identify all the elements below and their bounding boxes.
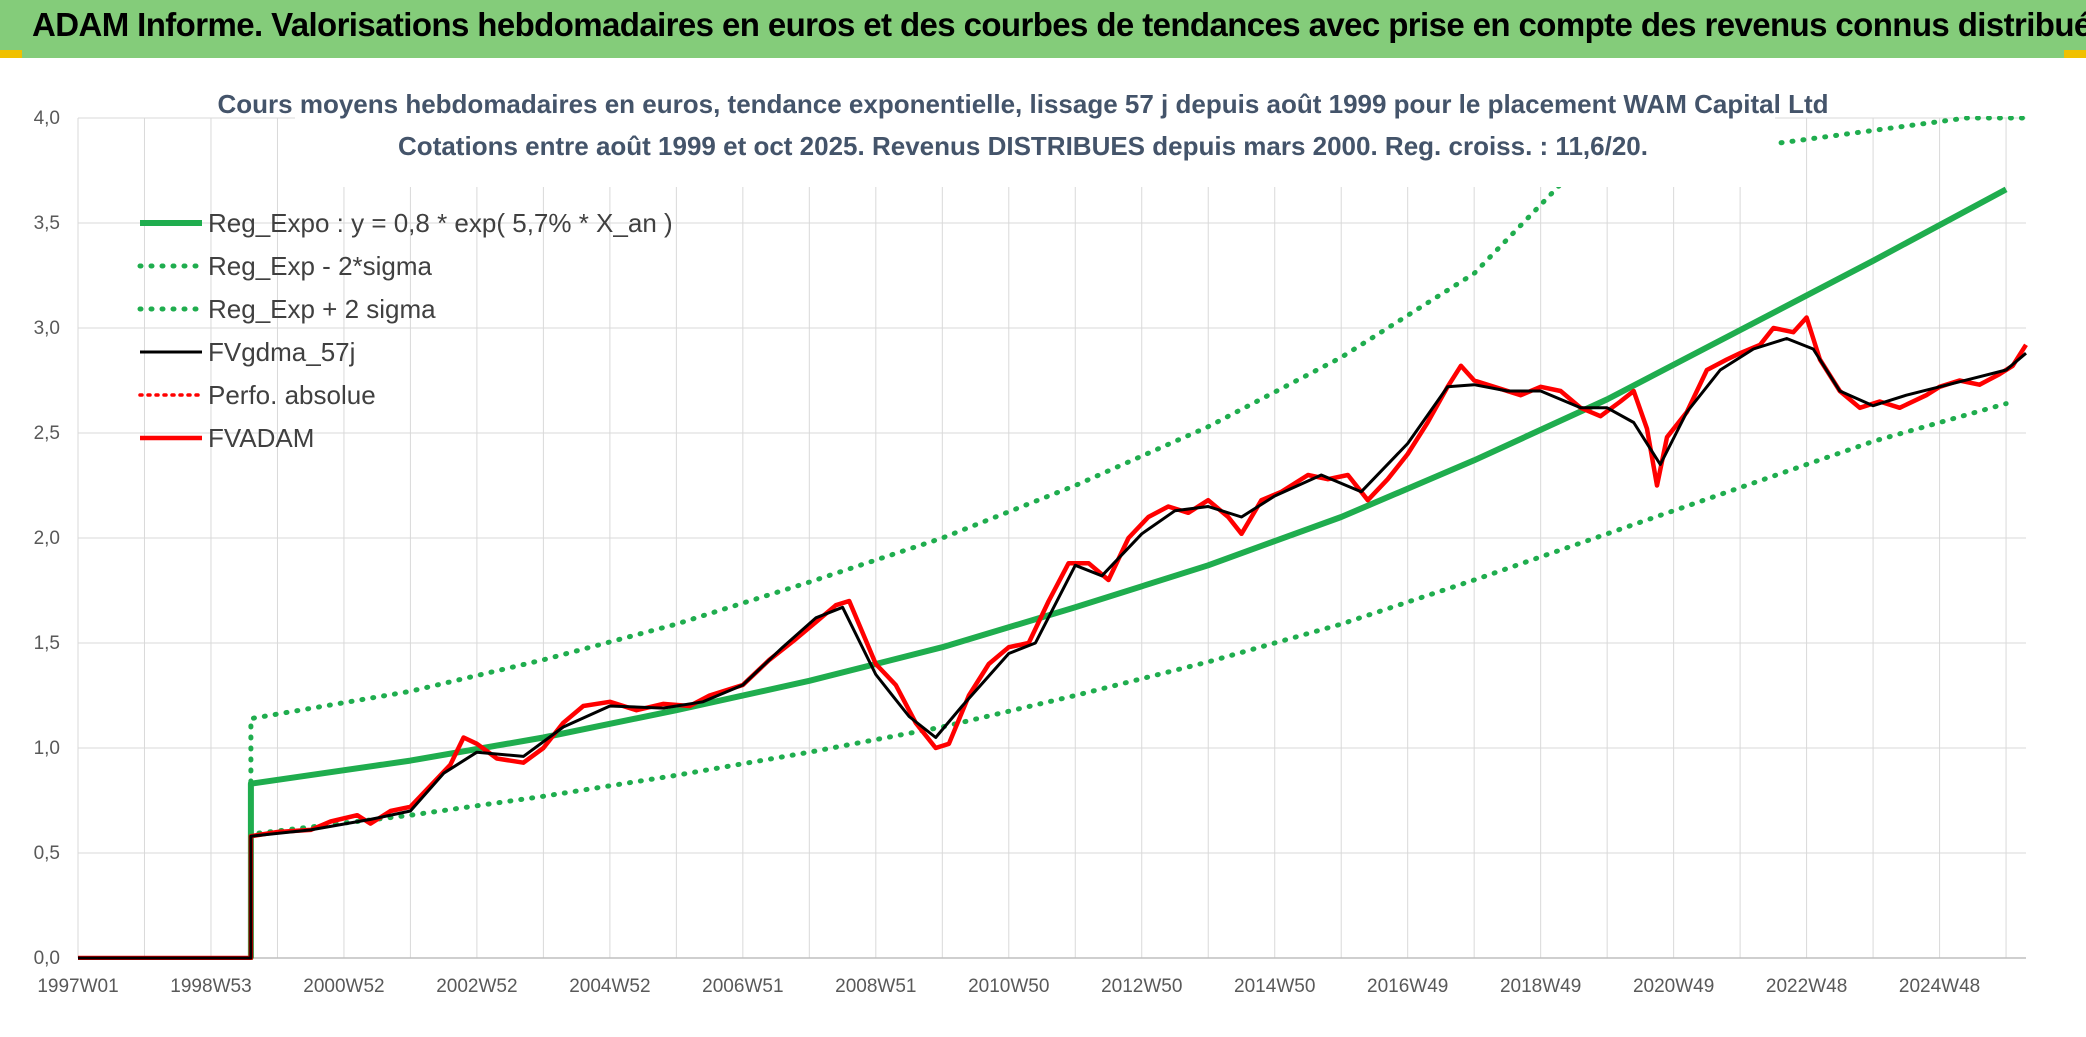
y-tick-label: 0,5 [34,843,60,864]
y-tick-label: 0,0 [34,948,60,969]
chart-legend: Reg_Expo : y = 0,8 * exp( 5,7% * X_an ) R… [137,208,673,453]
series-line-5 [78,315,2028,960]
y-tick-label: 4,0 [34,108,60,129]
x-tick-label: 1997W01 [37,976,118,997]
x-tick-label: 2020W49 [1633,976,1714,997]
series-layer [78,116,2029,960]
banner-corner-left [0,50,22,58]
x-tick-label: 2016W49 [1367,976,1448,997]
x-tick-label: 2012W50 [1101,976,1182,997]
legend-label: FVADAM [208,423,314,453]
chart-subtitle: Cotations entre août 1999 et oct 2025. R… [398,131,1648,161]
series-line-2 [248,116,2029,960]
x-tick-label: 2022W48 [1766,976,1847,997]
legend-label: Reg_Expo : y = 0,8 * exp( 5,7% * X_an ) [208,208,673,238]
report-title: ADAM Informe. Valorisations hebdomadaire… [32,6,2086,43]
x-tick-label: 2014W50 [1234,976,1315,997]
x-tick-label: 2010W50 [968,976,1049,997]
y-tick-label: 3,0 [34,318,60,339]
y-tick-label: 1,5 [34,633,60,654]
x-tick-label: 2024W48 [1899,976,1980,997]
series-line-3 [78,337,2027,960]
x-tick-label: 2004W52 [569,976,650,997]
y-tick-label: 3,5 [34,213,60,234]
y-tick-label: 2,0 [34,528,60,549]
y-axis-ticks: 0,0 0,5 1,0 1,5 2,0 2,5 3,0 3,5 4,0 [34,108,60,969]
legend-label: Perfo. absolue [208,380,376,410]
report-banner: ADAM Informe. Valorisations hebdomadaire… [0,0,2086,58]
chart-title: Cours moyens hebdomadaires en euros, ten… [218,89,1829,119]
legend-label: Reg_Exp + 2 sigma [208,294,436,324]
legend-label: Reg_Exp - 2*sigma [208,251,433,281]
x-tick-label: 2008W51 [835,976,916,997]
series-line-0 [247,186,2008,958]
chart-area: 0,0 0,5 1,0 1,5 2,0 2,5 3,0 3,5 4,0 1997W01 1998W… [0,58,2086,1037]
y-tick-label: 2,5 [34,423,60,444]
y-tick-label: 1,0 [34,738,60,759]
legend-label: FVgdma_57j [208,337,355,367]
horizontal-gridlines [78,117,2026,959]
line-chart: 0,0 0,5 1,0 1,5 2,0 2,5 3,0 3,5 4,0 1997W01 1998W… [34,83,2029,997]
banner-corner-right [2064,50,2086,58]
x-tick-label: 2000W52 [303,976,384,997]
x-tick-label: 2002W52 [436,976,517,997]
series-line-1 [248,401,2009,960]
x-tick-label: 2018W49 [1500,976,1581,997]
x-axis-ticks: 1997W01 1998W53 2000W52 2002W52 2004W52 2006W… [37,957,2026,997]
x-tick-label: 1998W53 [170,976,251,997]
x-tick-label: 2006W51 [702,976,783,997]
chart-title-background [295,83,1775,187]
